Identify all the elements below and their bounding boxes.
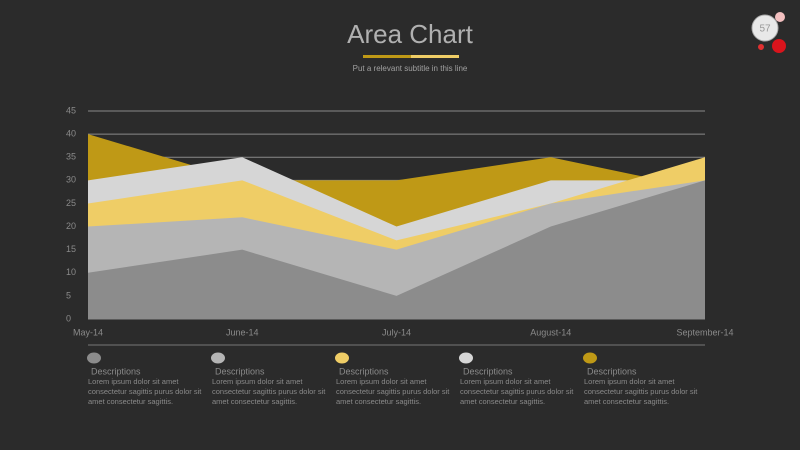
y-tick-label: 5 <box>66 290 71 300</box>
subtitle: Put a relevant subtitle in this line <box>353 64 468 73</box>
y-tick-label: 20 <box>66 221 76 231</box>
legend-swatch <box>211 352 225 364</box>
legend-swatch <box>335 352 349 364</box>
page-badge <box>751 14 779 42</box>
legend-description: Lorem ipsum dolor sit amet <box>336 377 427 386</box>
legend-description: amet consectetur sagittis. <box>584 397 669 406</box>
legend-description: Lorem ipsum dolor sit amet <box>212 377 303 386</box>
legend-label: Descriptions <box>587 366 637 376</box>
page-number: 57 <box>759 24 771 35</box>
title-underline <box>411 55 459 58</box>
legend-description: amet consectetur sagittis. <box>212 397 297 406</box>
legend-description: consectetur sagittis purus dolor sit <box>212 387 326 396</box>
y-tick-label: 10 <box>66 267 76 277</box>
legend-description: consectetur sagittis purus dolor sit <box>584 387 698 396</box>
badge-dot <box>772 39 786 53</box>
legend-description: consectetur sagittis purus dolor sit <box>88 387 202 396</box>
legend-description: amet consectetur sagittis. <box>460 397 545 406</box>
plot: 0 5 10 15 20 25 30 35 40 45 May-14 June-14 July-14 Au… <box>66 105 734 406</box>
badge-dot <box>775 12 785 22</box>
badge-dot <box>758 44 764 50</box>
x-tick-label: July-14 <box>382 327 411 337</box>
title-underline <box>363 55 411 58</box>
x-tick-label: September-14 <box>676 327 733 337</box>
legend-description: consectetur sagittis purus dolor sit <box>336 387 450 396</box>
y-tick-label: 45 <box>66 105 76 115</box>
y-tick-label: 30 <box>66 175 76 185</box>
legend-description: amet consectetur sagittis. <box>88 397 173 406</box>
y-tick-label: 40 <box>66 128 76 138</box>
chart-title: Area Chart <box>347 19 473 49</box>
legend-swatch <box>87 352 101 364</box>
legend-description: Lorem ipsum dolor sit amet <box>584 377 675 386</box>
y-tick-label: 35 <box>66 152 76 162</box>
legend-description: amet consectetur sagittis. <box>336 397 421 406</box>
y-tick-label: 15 <box>66 244 76 254</box>
y-tick-label: 0 <box>66 313 71 323</box>
legend-description: Lorem ipsum dolor sit amet <box>88 377 179 386</box>
legend-description: consectetur sagittis purus dolor sit <box>460 387 574 396</box>
legend-description: Lorem ipsum dolor sit amet <box>460 377 551 386</box>
legend-label: Descriptions <box>339 366 389 376</box>
legend-label: Descriptions <box>91 366 141 376</box>
area <box>88 180 705 319</box>
legend-label: Descriptions <box>463 366 513 376</box>
x-tick-label: May-14 <box>73 327 103 337</box>
x-tick-label: June-14 <box>226 327 259 337</box>
y-tick-label: 25 <box>66 198 76 208</box>
legend-swatch <box>459 352 473 364</box>
legend-label: Descriptions <box>215 366 265 376</box>
x-tick-label: August-14 <box>530 327 571 337</box>
legend-swatch <box>583 352 597 364</box>
